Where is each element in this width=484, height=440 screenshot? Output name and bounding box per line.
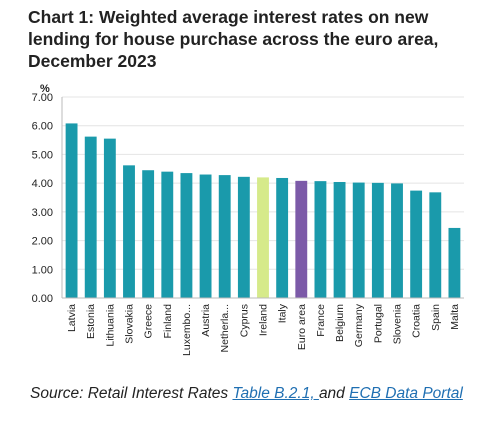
bar-lithuania bbox=[103, 138, 116, 298]
x-tick-label: Estonia bbox=[85, 304, 97, 339]
bar-malta bbox=[448, 227, 461, 298]
bar-finland bbox=[161, 171, 174, 298]
bar-cyprus bbox=[237, 176, 250, 298]
y-tick-label: 7.00 bbox=[32, 92, 53, 104]
bar-italy bbox=[276, 177, 289, 298]
source-note: Source: Retail Interest Rates Table B.2.… bbox=[30, 384, 480, 404]
bar-slovakia bbox=[123, 165, 135, 298]
x-tick-label: Cyprus bbox=[238, 304, 250, 337]
bar-estonia bbox=[84, 136, 97, 298]
x-tick-label: Croatia bbox=[411, 304, 423, 338]
bar-netherla bbox=[218, 175, 231, 298]
bar-series bbox=[65, 123, 461, 298]
ecb-data-portal-link[interactable]: ECB Data Portal bbox=[349, 385, 463, 402]
bar-portugal bbox=[371, 182, 384, 298]
bar-slovenia bbox=[391, 183, 403, 298]
bar-france bbox=[314, 181, 327, 298]
x-tick-label: Belgium bbox=[334, 304, 346, 342]
y-tick-label: 5.00 bbox=[32, 149, 53, 161]
y-tick-label: 2.00 bbox=[32, 236, 53, 248]
y-tick-label: 4.00 bbox=[32, 178, 53, 190]
bar-greece bbox=[142, 170, 155, 298]
bar-spain bbox=[429, 192, 442, 298]
x-tick-label: Austria bbox=[200, 304, 212, 337]
bar-germany bbox=[352, 182, 365, 298]
x-tick-label: Malta bbox=[449, 304, 461, 330]
bar-belgium bbox=[333, 181, 346, 298]
x-tick-label: Ireland bbox=[258, 304, 270, 336]
y-tick-label: 0.00 bbox=[32, 293, 53, 305]
bar-ireland bbox=[257, 177, 269, 298]
x-tick-label: Luxembo... bbox=[181, 304, 193, 356]
x-tick-label: Slovenia bbox=[392, 304, 404, 344]
x-tick-label: Euro area bbox=[296, 304, 308, 350]
x-tick-label: Netherla... bbox=[219, 304, 231, 352]
x-tick-label: France bbox=[315, 304, 327, 337]
x-tick-label: Germany bbox=[353, 303, 365, 347]
y-tick-label: 3.00 bbox=[32, 207, 53, 219]
y-axis: 0.00 1.00 2.00 3.00 4.00 5.00 6.00 7.00 bbox=[32, 92, 63, 305]
x-tick-label: Spain bbox=[430, 304, 442, 331]
bar-chart: 0.00 1.00 2.00 3.00 4.00 5.00 6.00 7.00 Latvia E… bbox=[32, 83, 464, 356]
bar-croatia bbox=[410, 190, 423, 298]
x-tick-label: Portugal bbox=[372, 304, 384, 343]
chart-title: Chart 1: Weighted average interest rates… bbox=[28, 7, 439, 71]
bar-luxembo bbox=[180, 173, 193, 298]
y-tick-label: 6.00 bbox=[32, 121, 53, 133]
x-tick-label: Finland bbox=[162, 304, 174, 339]
x-tick-label: Greece bbox=[143, 304, 155, 339]
y-tick-label: 1.00 bbox=[32, 264, 53, 276]
table-link[interactable]: Table B.2.1, bbox=[232, 385, 319, 402]
x-tick-label: Latvia bbox=[66, 304, 78, 332]
bar-austria bbox=[199, 174, 212, 298]
y-axis-label: % bbox=[40, 83, 50, 95]
bar-euro-area bbox=[295, 180, 308, 298]
x-tick-label: Slovakia bbox=[124, 304, 136, 344]
source-middle: and bbox=[318, 385, 350, 402]
source-prefix: Source: Retail Interest Rates bbox=[30, 385, 233, 402]
x-tick-label: Lithuania bbox=[104, 304, 116, 347]
bar-latvia bbox=[65, 123, 78, 298]
x-tick-label: Italy bbox=[277, 303, 289, 323]
x-axis: Latvia Estonia Lithuania Slovakia Greece Finl… bbox=[62, 297, 464, 356]
